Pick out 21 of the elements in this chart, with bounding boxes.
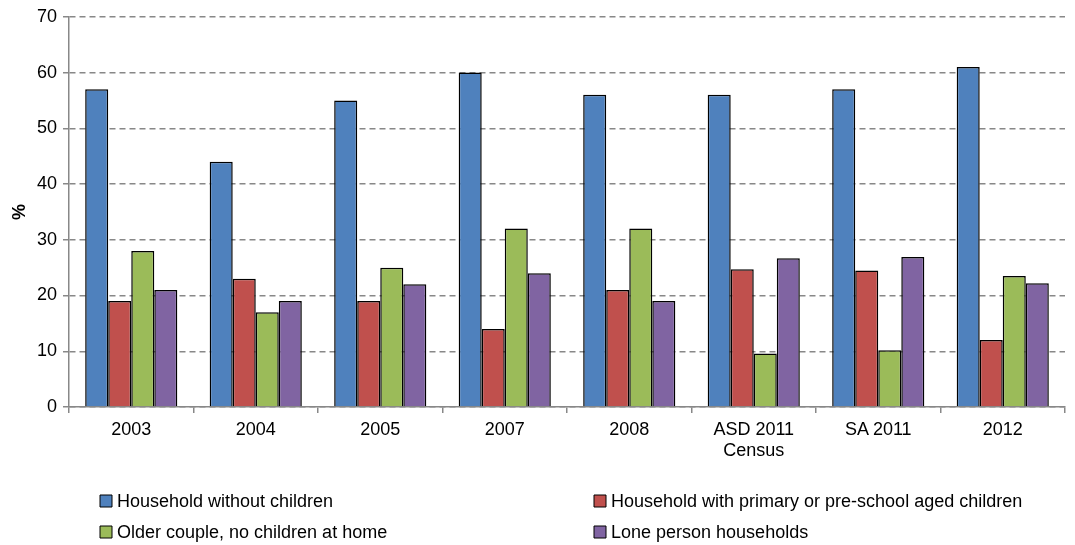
y-tick-label: 40 [36, 173, 57, 193]
y-tick-label: 10 [36, 340, 57, 361]
y-tick-label: 0 [46, 395, 57, 416]
y-tick-label: 50 [36, 117, 57, 138]
legend-label: Older couple, no children at home [117, 521, 388, 542]
legend-label: Lone person households [611, 521, 809, 542]
x-tick-label: 2005 [360, 418, 401, 439]
legend-label: Household with primary or pre-school aged children [611, 490, 1023, 511]
x-tick-label: 2004 [235, 418, 276, 439]
y-tick-label: 60 [36, 61, 57, 82]
legend-label: Household without children [117, 490, 334, 511]
y-tick-label: 30 [36, 228, 57, 249]
y-tick-label: 20 [36, 284, 57, 305]
x-tick-label: 2008 [609, 418, 650, 439]
y-tick-label: 70 [36, 5, 57, 26]
x-tick-label: SA 2011 [844, 418, 912, 439]
y-axis-title: % [8, 203, 29, 220]
x-tick-label: 2003 [111, 418, 152, 439]
x-tick-label: 2007 [484, 418, 525, 439]
x-tick-label: ASD 2011 Census [713, 418, 795, 461]
x-tick-label: 2012 [982, 418, 1023, 439]
